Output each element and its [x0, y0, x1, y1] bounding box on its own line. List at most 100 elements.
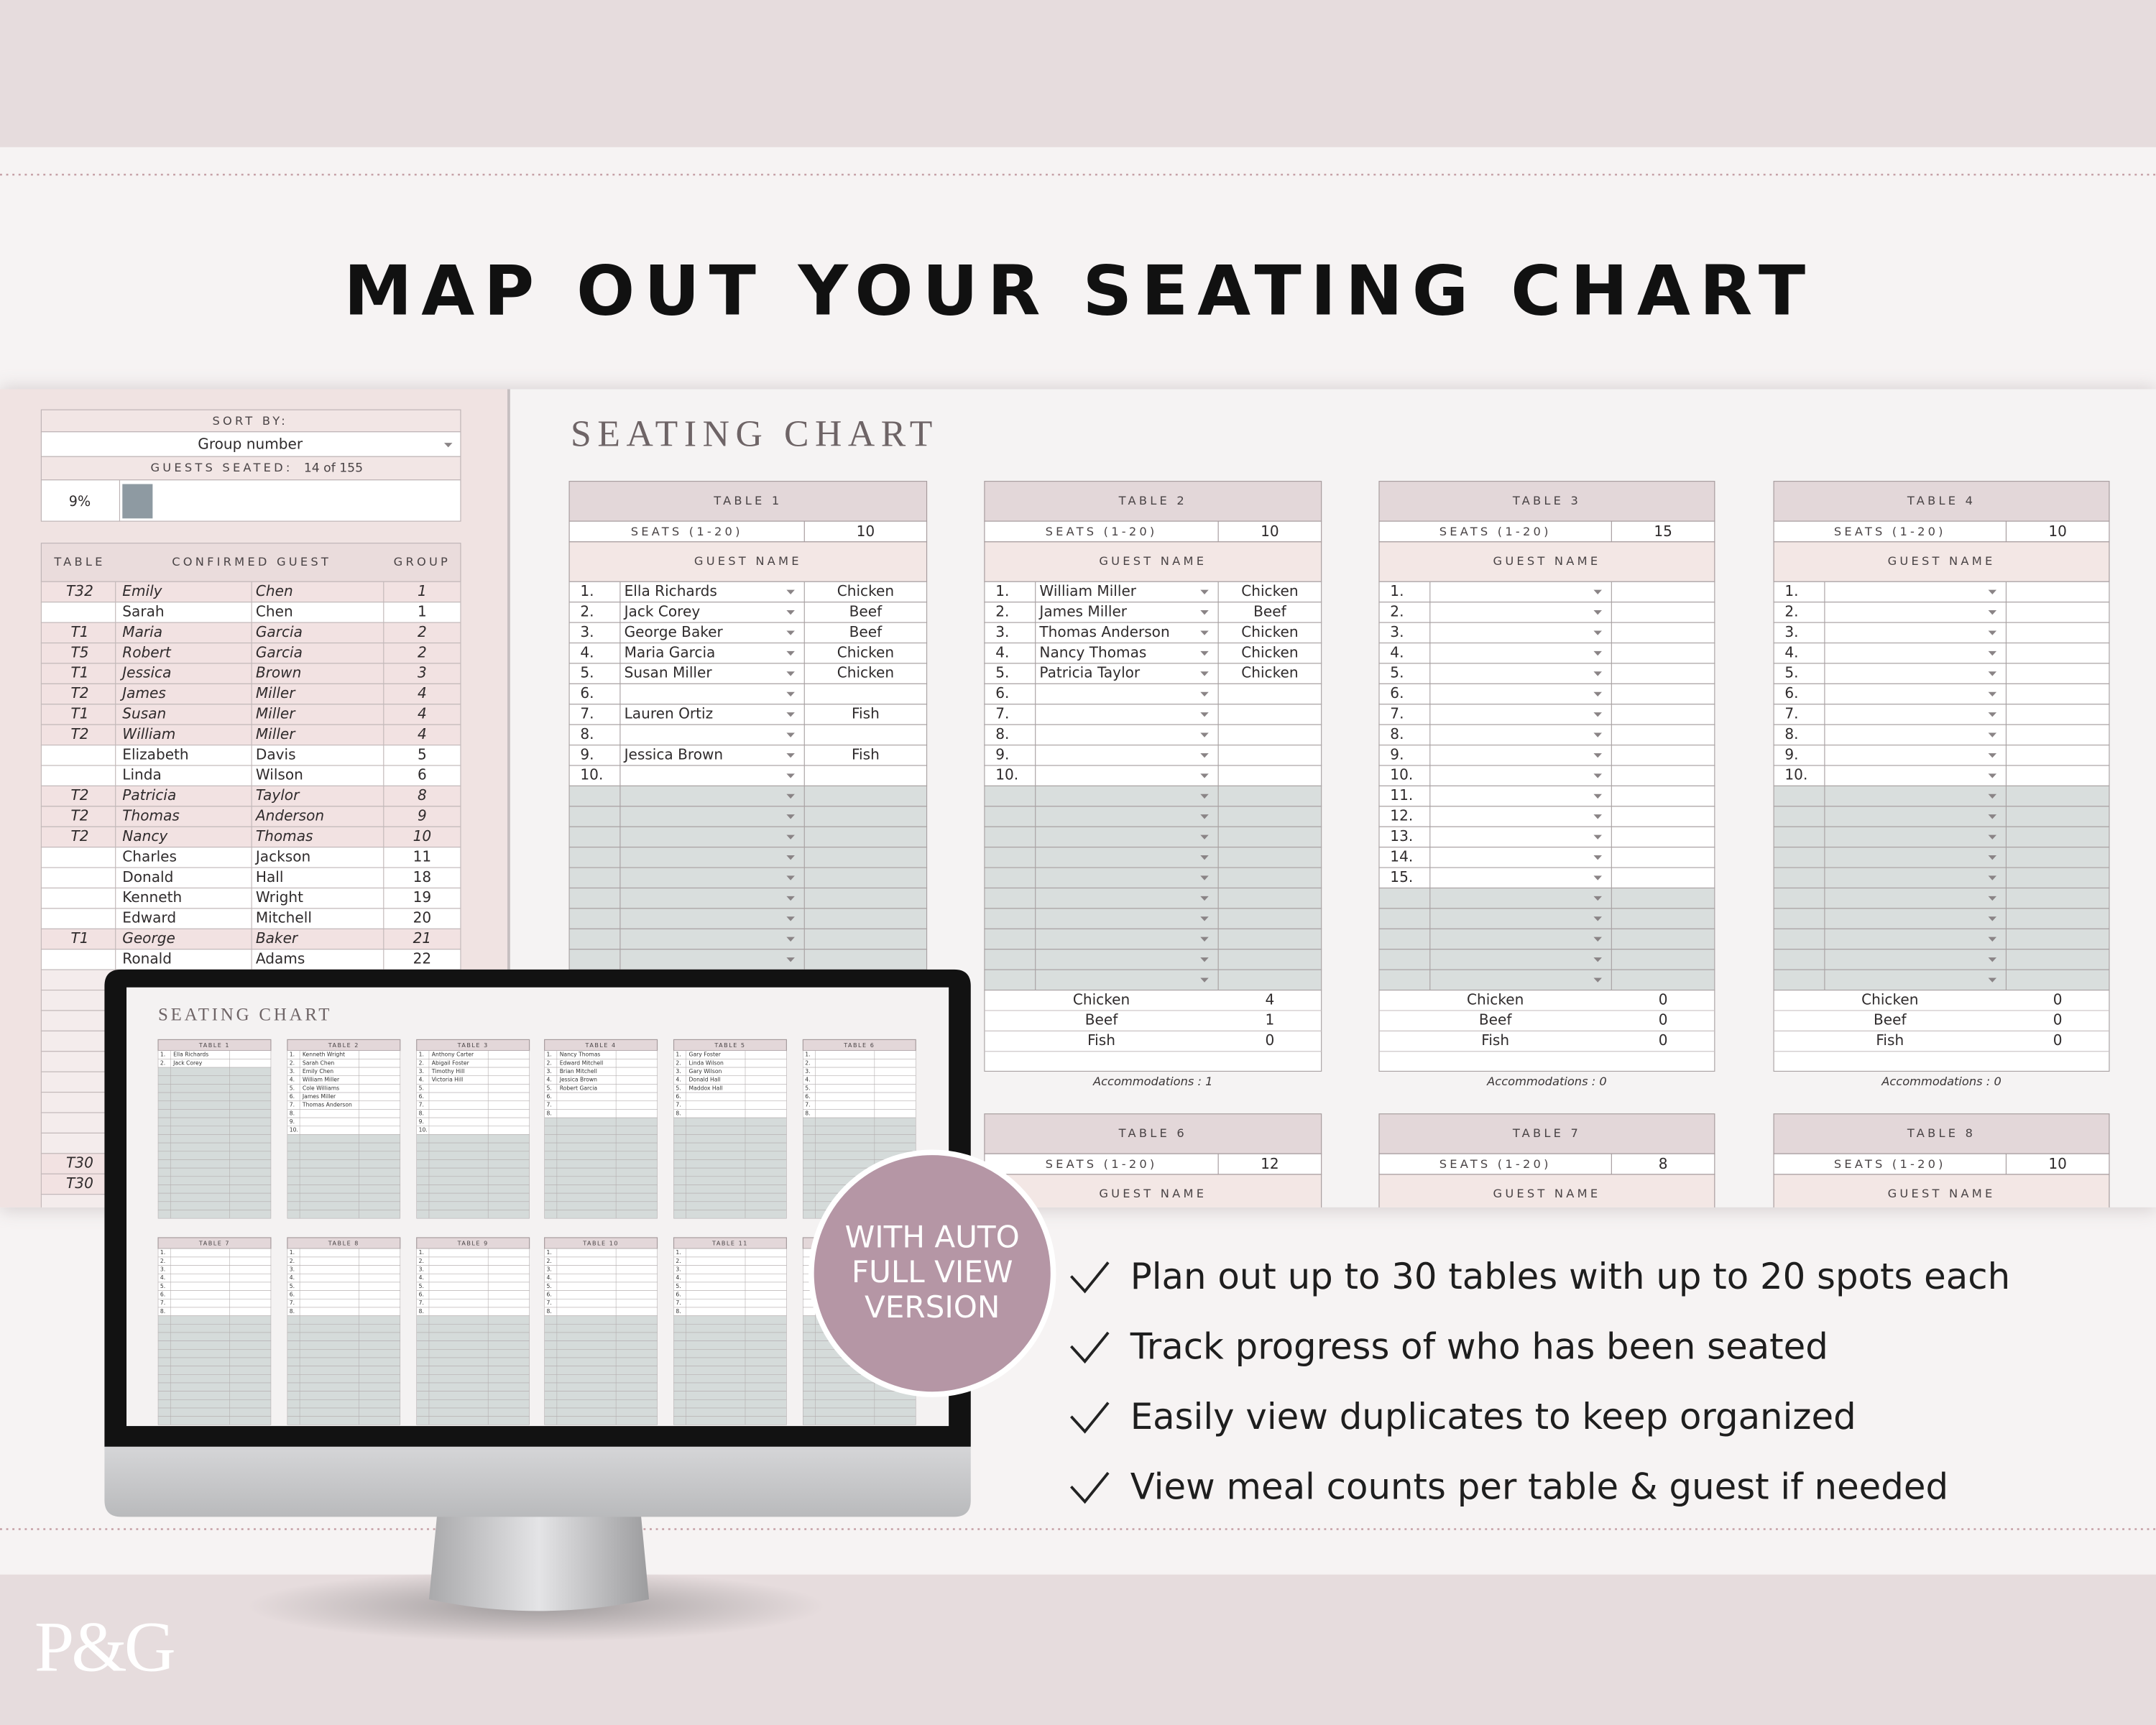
mini-row — [803, 1399, 916, 1409]
mini-row — [416, 1290, 530, 1300]
meal-count: 0 — [1659, 1031, 1668, 1049]
mini-row — [544, 1340, 658, 1350]
guest-row — [40, 806, 461, 827]
guest-group: 20 — [413, 909, 432, 926]
mini-row — [157, 1332, 272, 1341]
mini-row — [157, 1134, 272, 1144]
mini-row — [157, 1201, 272, 1210]
mini-row — [287, 1357, 401, 1366]
mini-row — [157, 1416, 272, 1425]
meal-name: Beef — [1085, 1011, 1118, 1029]
feature-text: Track progress of who has been seated — [1130, 1325, 1828, 1367]
seat-row — [1378, 745, 1715, 766]
page-title: MAP OUT YOUR SEATING CHART — [344, 251, 1812, 331]
seats-count: 10 — [2048, 1155, 2067, 1172]
mini-row — [287, 1109, 401, 1118]
seat-number: 13. — [1390, 827, 1413, 845]
dropdown-arrow — [1593, 834, 1602, 840]
mini-row — [416, 1126, 530, 1135]
mini-row — [287, 1391, 401, 1400]
seat-guest: Ella Richards — [625, 582, 717, 599]
mini-row — [803, 1075, 916, 1085]
guest-last-name: Jackson — [254, 847, 310, 865]
stand-neck — [428, 1512, 650, 1611]
accommodations: Accommodations : 0 — [1881, 1075, 2001, 1088]
mini-row — [673, 1100, 787, 1110]
mini-row — [416, 1192, 530, 1202]
mini-seat-guest: Thomas Anderson — [302, 1102, 352, 1108]
guest-name-header-label: GUEST NAME — [1493, 554, 1601, 568]
guest-group: 10 — [413, 827, 432, 845]
seats-row — [984, 520, 1322, 543]
seat-row — [568, 581, 928, 603]
mini-seat-guest: Jessica Brown — [559, 1077, 597, 1083]
guest-last-name: Baker — [256, 929, 299, 947]
seat-row — [568, 765, 928, 787]
guest-last-name: Miller — [256, 704, 296, 722]
guest-last-name: Wright — [256, 888, 303, 906]
seat-number: 14. — [1390, 847, 1413, 865]
mini-seat-number: 7. — [290, 1102, 295, 1108]
seat-row — [984, 867, 1322, 889]
seat-number: 5. — [1784, 664, 1798, 681]
table-name: TABLE 2 — [1118, 494, 1187, 507]
seat-row — [1773, 949, 2110, 970]
dropdown-arrow — [1988, 896, 1997, 901]
mini-row — [416, 1265, 530, 1274]
seats-count: 10 — [2048, 523, 2067, 540]
mini-row — [416, 1167, 530, 1177]
table-name: TABLE 4 — [1907, 494, 1976, 507]
table-name: TABLE 8 — [1907, 1126, 1976, 1140]
seat-number: 8. — [1784, 725, 1798, 742]
guest-last-name: Chen — [256, 602, 293, 620]
mini-table-name: TABLE 5 — [714, 1042, 745, 1049]
seat-row — [568, 683, 928, 705]
check-icon — [1070, 1331, 1110, 1364]
seat-guest: Patricia Taylor — [1039, 664, 1141, 681]
dropdown-arrow — [1200, 691, 1209, 697]
seat-row — [1378, 785, 1715, 807]
mini-seat-number: 7. — [547, 1300, 552, 1306]
meal-count: 0 — [1266, 1031, 1275, 1049]
mini-row — [803, 1416, 916, 1425]
seats-count: 10 — [1261, 523, 1279, 540]
mini-seat-number: 9. — [290, 1118, 295, 1125]
dropdown-arrow — [786, 610, 795, 615]
mini-row — [157, 1349, 272, 1358]
monitor-chin — [104, 1430, 971, 1517]
seat-guest: George Baker — [625, 623, 724, 640]
mini-row — [287, 1192, 401, 1202]
guest-first-name: Charles — [122, 847, 177, 865]
guest-group: 21 — [413, 929, 432, 947]
mini-seat-number: 5. — [419, 1085, 424, 1091]
mini-seat-guest: James Miller — [302, 1093, 336, 1100]
mini-row — [673, 1332, 787, 1341]
dropdown-arrow — [786, 732, 795, 737]
mini-seat-number: 10. — [419, 1127, 428, 1133]
mini-row — [673, 1315, 787, 1325]
mini-seat-number: 1. — [676, 1249, 681, 1256]
seat-number: 8. — [1390, 725, 1404, 742]
mini-seat-guest: Abigail Foster — [432, 1059, 470, 1066]
dropdown-arrow — [1200, 589, 1209, 594]
seat-number: 1. — [1390, 582, 1404, 599]
mini-seat-number: 7. — [676, 1300, 681, 1306]
mini-seat-number: 3. — [419, 1068, 424, 1075]
dropdown-arrow — [1988, 875, 1997, 880]
mini-seat-number: 1. — [290, 1249, 295, 1256]
mini-row — [287, 1366, 401, 1375]
dropdown-arrow — [1988, 814, 1997, 819]
seat-row — [984, 745, 1322, 766]
guest-group: 3 — [418, 664, 427, 681]
mini-seat-number: 2. — [805, 1059, 810, 1066]
guest-group: 11 — [413, 847, 432, 865]
seat-row — [984, 969, 1322, 991]
mini-row — [287, 1142, 401, 1152]
mini-seat-number: 5. — [547, 1283, 552, 1289]
mini-row — [416, 1323, 530, 1333]
mini-row — [544, 1159, 658, 1169]
seat-row — [1378, 908, 1715, 929]
seat-row — [1378, 765, 1715, 787]
seat-row — [984, 602, 1322, 623]
mini-row — [673, 1151, 787, 1160]
